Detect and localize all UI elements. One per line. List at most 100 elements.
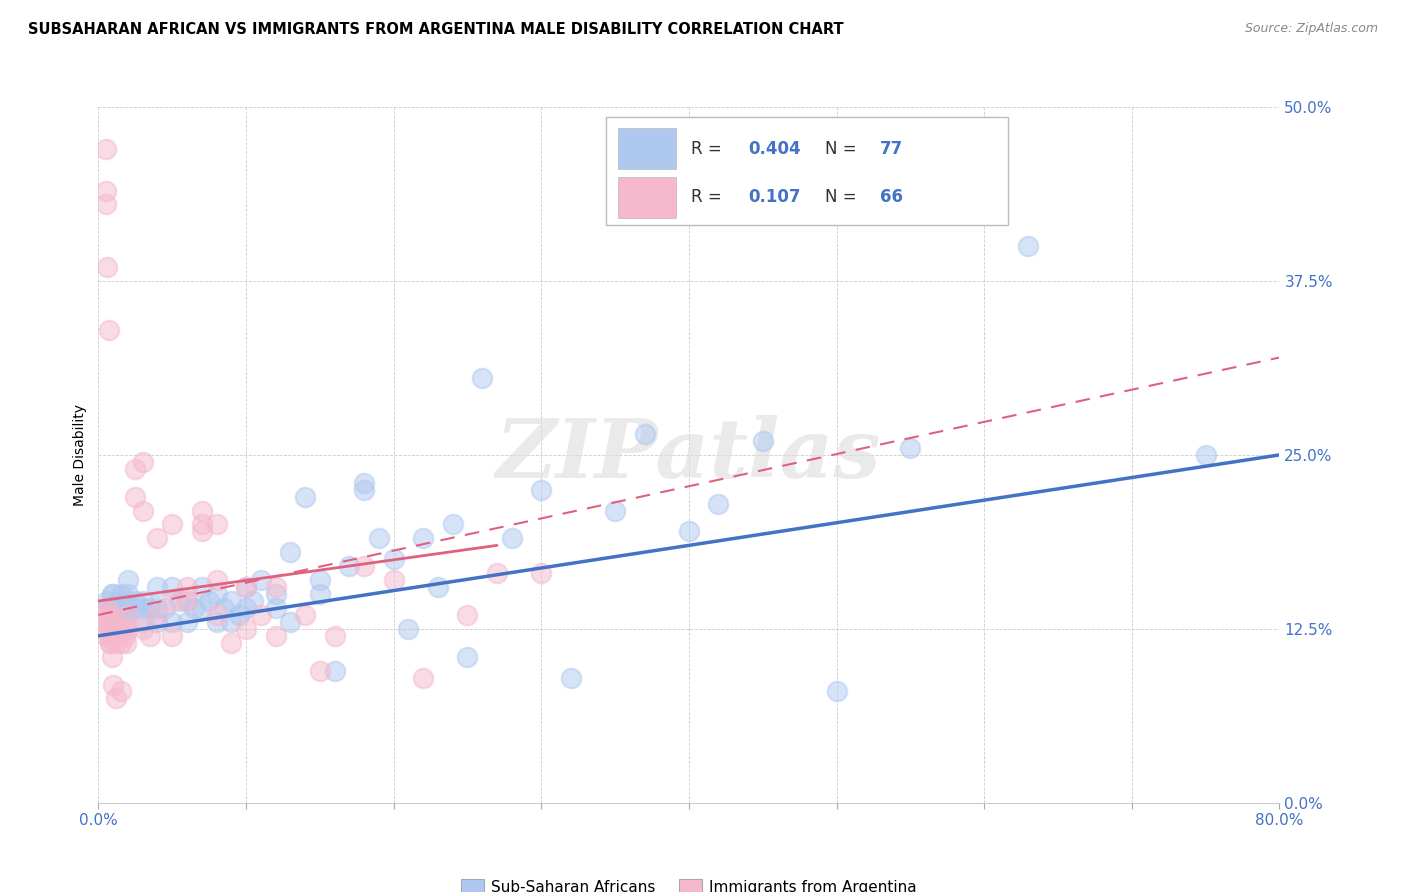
Point — [205, 615, 228, 629]
Point — [146, 532, 169, 546]
Point — [382, 552, 405, 566]
Point — [162, 615, 183, 629]
Point — [107, 629, 129, 643]
Point — [382, 573, 405, 587]
Text: R =: R = — [692, 188, 727, 206]
Point — [337, 559, 360, 574]
Point — [501, 532, 523, 546]
Point — [146, 607, 169, 622]
Point — [153, 601, 176, 615]
Text: 0.107: 0.107 — [748, 188, 800, 206]
Point — [191, 503, 214, 517]
Point — [110, 636, 132, 650]
Text: 77: 77 — [880, 140, 904, 158]
Point — [205, 607, 228, 622]
Point — [278, 615, 302, 629]
Point — [235, 601, 257, 615]
Point — [98, 636, 121, 650]
Point — [219, 636, 242, 650]
Point — [97, 615, 120, 629]
Point — [825, 684, 848, 698]
Point — [242, 594, 264, 608]
Point — [235, 622, 257, 636]
Text: N =: N = — [825, 140, 862, 158]
Point — [294, 607, 316, 622]
Point — [707, 497, 730, 511]
Point — [105, 601, 128, 615]
Point — [176, 580, 198, 594]
Point — [900, 441, 922, 455]
Point — [264, 587, 287, 601]
Point — [560, 671, 582, 685]
Point — [396, 622, 419, 636]
Point — [98, 601, 121, 615]
Point — [94, 142, 117, 156]
Point — [112, 622, 135, 636]
Point — [198, 594, 221, 608]
Point — [132, 503, 155, 517]
Point — [97, 629, 120, 643]
FancyBboxPatch shape — [619, 128, 676, 169]
Point — [107, 594, 129, 608]
Point — [146, 580, 169, 594]
Point — [678, 524, 700, 539]
Point — [176, 594, 198, 608]
Point — [117, 622, 139, 636]
Point — [412, 671, 434, 685]
Text: R =: R = — [692, 140, 727, 158]
Point — [228, 607, 250, 622]
Point — [309, 664, 332, 678]
Point — [191, 517, 214, 532]
Point — [486, 566, 509, 581]
Point — [132, 594, 155, 608]
Point — [117, 587, 139, 601]
Text: SUBSAHARAN AFRICAN VS IMMIGRANTS FROM ARGENTINA MALE DISABILITY CORRELATION CHAR: SUBSAHARAN AFRICAN VS IMMIGRANTS FROM AR… — [28, 22, 844, 37]
Text: N =: N = — [825, 188, 862, 206]
Point — [112, 601, 135, 615]
Point — [94, 197, 117, 211]
Point — [368, 532, 391, 546]
Point — [98, 636, 121, 650]
Point — [110, 615, 132, 629]
Point — [294, 490, 316, 504]
Point — [309, 573, 332, 587]
Point — [427, 580, 450, 594]
Point — [115, 636, 138, 650]
Point — [139, 601, 162, 615]
Point — [132, 615, 155, 629]
Point — [183, 601, 205, 615]
Point — [94, 184, 117, 198]
Point — [146, 601, 169, 615]
Point — [115, 607, 138, 622]
Point — [132, 622, 155, 636]
Point — [105, 622, 128, 636]
Point — [124, 462, 146, 476]
Point — [353, 475, 375, 490]
Point — [132, 601, 155, 615]
Point — [176, 594, 198, 608]
Point — [235, 580, 257, 594]
Point — [94, 601, 117, 615]
Point — [162, 517, 183, 532]
Legend: Sub-Saharan Africans, Immigrants from Argentina: Sub-Saharan Africans, Immigrants from Ar… — [454, 873, 924, 892]
Point — [212, 601, 235, 615]
Point — [146, 615, 169, 629]
Point — [530, 483, 553, 497]
Point — [132, 455, 155, 469]
Point — [103, 677, 125, 691]
Point — [456, 607, 478, 622]
Point — [103, 629, 125, 643]
FancyBboxPatch shape — [619, 177, 676, 218]
Point — [94, 601, 117, 615]
Point — [250, 607, 273, 622]
Point — [353, 483, 375, 497]
Point — [114, 629, 136, 643]
Point — [323, 664, 346, 678]
Text: 0.404: 0.404 — [748, 140, 800, 158]
Point — [110, 587, 132, 601]
Point — [100, 587, 122, 601]
Point — [456, 649, 478, 664]
Point — [114, 594, 136, 608]
Point — [94, 629, 117, 643]
Point — [110, 622, 132, 636]
